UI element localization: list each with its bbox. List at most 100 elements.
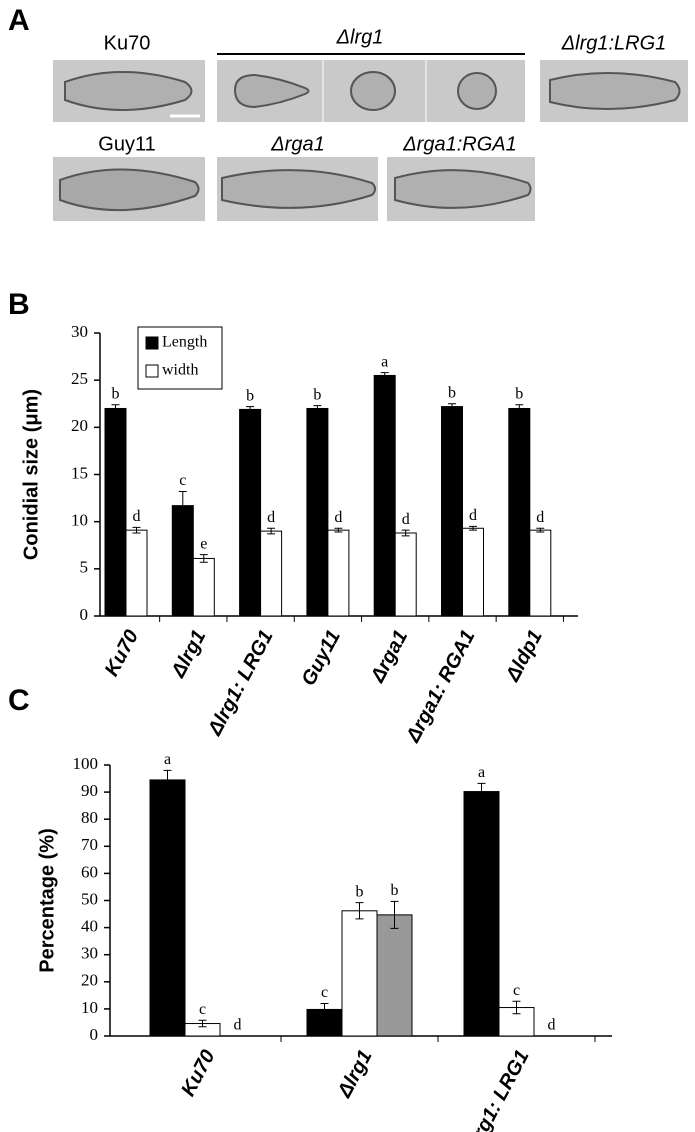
error-bar	[334, 527, 343, 533]
y-axis-label: Percentage (%)	[36, 828, 58, 973]
bar	[462, 527, 484, 617]
significance-letter: b	[356, 883, 364, 900]
y-tick-label: 5	[80, 558, 89, 577]
significance-letter: a	[381, 353, 388, 370]
micrograph-label: Δlrg1:LRG1	[561, 32, 667, 54]
y-axis-label: Conidial size (μm)	[20, 389, 42, 560]
conidium	[233, 73, 310, 109]
x-tick-label: Δlrg1	[333, 1046, 376, 1101]
conidium	[64, 71, 193, 111]
conidium	[549, 72, 681, 110]
significance-letter: b	[448, 384, 456, 401]
significance-letter: d	[548, 1017, 556, 1034]
bar	[508, 407, 531, 617]
y-tick-label: 0	[80, 605, 89, 624]
y-tick-label: 70	[81, 835, 98, 854]
error-bar	[111, 404, 120, 413]
bar	[341, 910, 378, 1037]
significance-letter: b	[391, 882, 399, 899]
error-bar	[246, 406, 255, 413]
y-tick-label: 20	[71, 416, 88, 435]
significance-letter: b	[246, 387, 254, 404]
bar	[376, 914, 413, 1037]
bar	[373, 374, 396, 617]
x-tick-label: Δlrg1: LRG1	[203, 626, 277, 739]
error-bar	[163, 769, 172, 790]
significance-letter: d	[133, 508, 141, 525]
y-tick-label: 40	[81, 917, 98, 936]
bar	[327, 529, 350, 617]
bar	[306, 407, 329, 617]
y-tick-label: 50	[81, 889, 98, 908]
bar	[529, 529, 552, 617]
panel-label: C	[8, 684, 30, 717]
error-bar	[390, 900, 399, 929]
conidium	[221, 169, 376, 209]
legend-swatch	[145, 364, 159, 378]
micrograph-label: Ku70	[104, 32, 151, 54]
x-tick-label: Δrga1: RGA1	[402, 626, 480, 746]
significance-letter: d	[267, 509, 275, 526]
significance-letter: d	[402, 511, 410, 528]
conidium	[457, 72, 497, 110]
error-bar	[132, 526, 141, 534]
significance-letter: d	[469, 507, 477, 524]
y-tick-label: 30	[71, 322, 88, 341]
micrograph-label: Δlrg1	[336, 26, 384, 48]
bar	[171, 505, 194, 617]
error-bar	[267, 527, 276, 535]
bar	[239, 408, 262, 617]
error-bar	[512, 1000, 521, 1015]
error-bar	[199, 554, 208, 563]
legend-label: width	[162, 362, 198, 379]
significance-letter: b	[313, 386, 321, 403]
error-bar	[320, 1002, 329, 1016]
significance-letter: c	[513, 982, 520, 999]
bar	[260, 530, 283, 617]
error-bar	[469, 525, 477, 531]
legend-label: Length	[162, 334, 207, 351]
x-tick-label: Guy11	[298, 626, 345, 689]
bar	[441, 406, 463, 617]
bar	[463, 791, 500, 1037]
y-tick-label: 30	[81, 944, 98, 963]
error-bar	[355, 902, 364, 920]
significance-letter: d	[334, 509, 342, 526]
legend-swatch	[145, 336, 159, 350]
x-tick-label: Ku70	[177, 1046, 219, 1100]
x-tick-label: Ku70	[101, 626, 143, 680]
significance-letter: e	[200, 535, 207, 552]
significance-letter: a	[478, 764, 485, 781]
bar	[149, 779, 186, 1037]
conidium	[350, 71, 396, 111]
panel-label: A	[8, 4, 30, 37]
error-bar	[536, 527, 545, 533]
y-tick-label: 0	[90, 1025, 99, 1044]
significance-letter: b	[515, 385, 523, 402]
x-tick-label: Δlrg1	[167, 626, 210, 681]
error-bar	[515, 404, 524, 413]
significance-letter: a	[164, 751, 171, 768]
significance-letter: b	[112, 385, 120, 402]
bar	[125, 529, 148, 617]
micrograph-label: Guy11	[98, 133, 155, 155]
y-tick-label: 20	[81, 971, 98, 990]
micrograph-label: Δrga1:RGA1	[402, 133, 516, 155]
conidium	[394, 169, 532, 209]
bar	[104, 407, 127, 617]
y-tick-label: 10	[81, 998, 98, 1017]
error-bar	[477, 782, 486, 801]
significance-letter: c	[321, 984, 328, 1001]
error-bar	[448, 403, 456, 410]
error-bar	[178, 490, 187, 521]
error-bar	[198, 1019, 207, 1028]
error-bar	[313, 405, 322, 412]
bar	[192, 557, 215, 617]
significance-letter: d	[536, 509, 544, 526]
x-tick-label: Δldp1	[501, 626, 547, 685]
bar	[394, 532, 417, 617]
panel-label: B	[8, 288, 30, 321]
error-bar	[380, 372, 389, 379]
y-tick-label: 80	[81, 808, 98, 827]
